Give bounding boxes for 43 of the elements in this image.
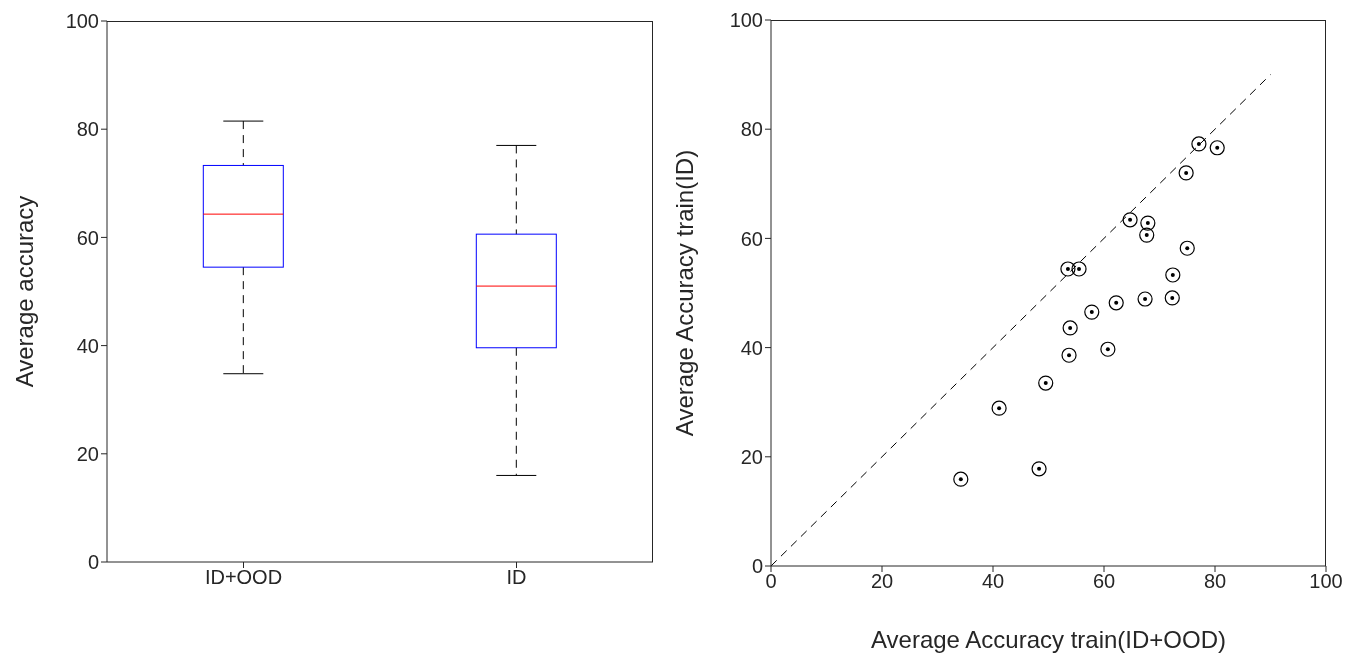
point — [1178, 165, 1194, 181]
y-tick-label: 60 — [76, 226, 99, 249]
x-tick-label: 20 — [870, 570, 894, 593]
point — [1137, 291, 1153, 307]
point — [1108, 295, 1124, 311]
y-axis-title: Average Accuracy train(ID) — [670, 149, 698, 437]
point — [953, 471, 969, 487]
point — [1061, 347, 1077, 363]
y-tick-label: 20 — [740, 445, 763, 468]
point — [1191, 136, 1207, 152]
point — [1165, 267, 1181, 283]
point — [991, 400, 1007, 416]
point — [1139, 227, 1155, 243]
y-tick-label: 80 — [740, 118, 763, 141]
y-tick-label: 40 — [740, 336, 763, 359]
point — [1071, 261, 1087, 277]
x-tick-label: ID — [506, 566, 527, 589]
point — [1038, 375, 1054, 391]
x-tick-label: 0 — [765, 570, 777, 593]
point — [1164, 290, 1180, 306]
y-tick-label: 40 — [76, 334, 99, 357]
x-tick-label: 100 — [1309, 570, 1343, 593]
y-tick-label: 20 — [76, 442, 99, 465]
point — [1140, 215, 1156, 231]
point — [1060, 261, 1076, 277]
y-tick-label: 100 — [729, 9, 763, 32]
x-axis-title: Average Accuracy train(ID+OOD) — [870, 626, 1227, 653]
point — [1209, 140, 1225, 156]
point — [1122, 212, 1138, 228]
point — [1100, 341, 1116, 357]
y-tick-label: 0 — [87, 551, 99, 574]
y-tick-label: 100 — [65, 10, 99, 33]
x-tick-label: 60 — [1092, 570, 1116, 593]
point — [1084, 304, 1100, 320]
point — [1179, 240, 1195, 256]
point — [1031, 461, 1047, 477]
x-tick-label: ID+OOD — [204, 566, 283, 589]
y-tick-label: 60 — [740, 227, 763, 250]
point — [1062, 320, 1078, 336]
y-tick-label: 80 — [76, 118, 99, 141]
x-tick-label: 80 — [1203, 570, 1227, 593]
y-axis-title: Average accuracy — [10, 195, 38, 388]
x-tick-label: 40 — [981, 570, 1005, 593]
